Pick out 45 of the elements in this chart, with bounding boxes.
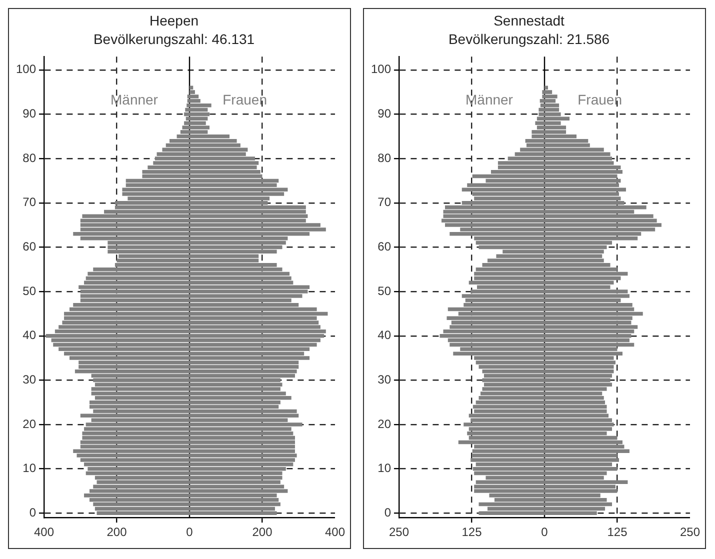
y-tick-label: 30 xyxy=(22,372,36,386)
chart-title: Heepen xyxy=(149,12,199,28)
x-tick-label: 125 xyxy=(607,525,628,540)
chart-subtitle: Bevölkerungszahl: 46.131 xyxy=(93,31,255,48)
x-tick-label: 0 xyxy=(186,525,194,540)
y-tick-label: 80 xyxy=(378,150,392,165)
y-tick-label: 50 xyxy=(378,284,392,298)
x-tick-label: 200 xyxy=(106,525,128,540)
x-tick-label: 400 xyxy=(34,525,54,540)
y-tick-label: 40 xyxy=(378,328,392,342)
x-tick-label: 400 xyxy=(324,525,346,540)
y-tick-label: 50 xyxy=(22,284,36,298)
y-tick-label: 40 xyxy=(22,328,36,342)
y-tick-label: 100 xyxy=(16,62,36,76)
y-tick-label: 90 xyxy=(378,106,392,121)
y-tick-label: 70 xyxy=(378,195,392,210)
y-tick-label: 30 xyxy=(378,372,392,386)
y-tick-label: 20 xyxy=(378,416,392,431)
bar xyxy=(190,116,208,121)
y-tick-label: 20 xyxy=(22,416,36,431)
y-tick-label: 80 xyxy=(22,150,36,165)
y-tick-label: 90 xyxy=(22,106,36,121)
x-tick-label: 125 xyxy=(462,525,482,540)
series-label: Frauen xyxy=(578,91,622,108)
y-tick-label: 0 xyxy=(384,505,392,520)
series-label: Frauen xyxy=(222,91,267,108)
bar xyxy=(544,103,560,108)
bar xyxy=(190,103,212,108)
y-tick-label: 0 xyxy=(29,505,36,520)
y-tick-label: 70 xyxy=(22,195,36,210)
series-label: Männer xyxy=(465,91,514,108)
y-tick-label: 10 xyxy=(22,461,36,476)
y-tick-label: 10 xyxy=(378,461,392,476)
bar xyxy=(544,86,548,90)
x-tick-label: 250 xyxy=(389,525,410,540)
x-tick-label: 200 xyxy=(252,525,273,540)
y-tick-label: 60 xyxy=(378,240,392,254)
bar xyxy=(190,86,194,90)
series-label: Männer xyxy=(110,91,158,108)
y-tick-label: 100 xyxy=(370,62,392,76)
y-tick-label: 60 xyxy=(22,240,36,254)
x-tick-label: 250 xyxy=(680,525,700,540)
x-tick-label: 0 xyxy=(541,525,548,540)
chart-title: Sennestadt xyxy=(494,12,565,28)
chart-subtitle: Bevölkerungszahl: 21.586 xyxy=(448,31,610,48)
